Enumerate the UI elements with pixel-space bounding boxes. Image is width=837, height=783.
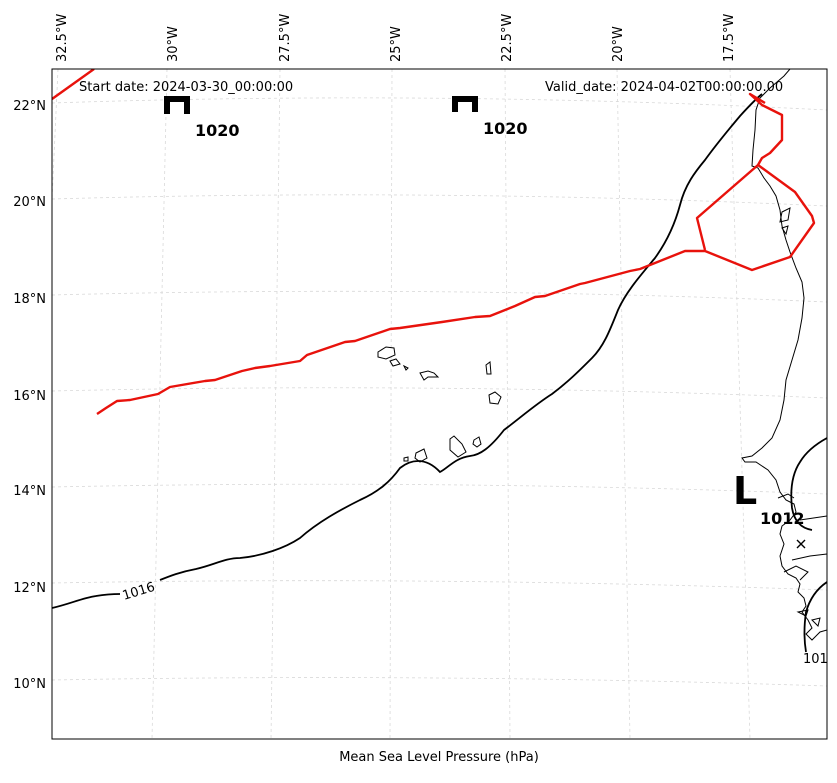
low-pressure-symbol: L <box>733 469 757 513</box>
latitude-axis: 22°N 20°N 18°N 16°N 14°N 12°N 10°N <box>13 99 46 692</box>
pressure-value-3: 1012 <box>760 509 805 528</box>
lat-tick-label: 12°N <box>13 581 46 596</box>
high-pressure-symbol-1 <box>164 96 190 114</box>
graticule <box>52 69 827 739</box>
isobar-1016 <box>52 93 763 609</box>
coastline-banc-arguin <box>779 207 791 236</box>
map-frame <box>51 68 828 740</box>
lon-tick-label: 30°W <box>166 26 181 62</box>
pressure-value-2: 1020 <box>483 119 528 138</box>
lon-tick-label: 25°W <box>389 26 404 62</box>
longitude-axis: 32.5°W 30°W 27.5°W 25°W 22.5°W 20°W 17.5… <box>55 14 737 62</box>
pressure-value-1: 1020 <box>195 121 240 140</box>
border-line <box>799 515 827 521</box>
lon-tick-label: 20°W <box>611 26 626 62</box>
x-axis-label: Mean Sea Level Pressure (hPa) <box>339 750 539 765</box>
lat-tick-label: 18°N <box>13 292 46 307</box>
lon-tick-label: 27.5°W <box>278 14 293 62</box>
lon-tick-label: 22.5°W <box>500 14 515 62</box>
isobar-east <box>790 437 827 531</box>
cape-verde-islands <box>377 346 502 463</box>
lat-tick-label: 10°N <box>13 677 46 692</box>
start-date: Start date: 2024-03-30_00:00:00 <box>79 80 293 95</box>
lat-tick-label: 14°N <box>13 484 46 499</box>
valid-date: Valid_date: 2024-04-02T00:00:00.00 <box>545 80 783 95</box>
storm-track <box>52 69 816 415</box>
lat-tick-label: 20°N <box>13 195 46 210</box>
lon-tick-label: 17.5°W <box>722 14 737 62</box>
coastline-africa <box>741 69 827 641</box>
coastline-coastal-islands <box>796 609 821 627</box>
lat-tick-label: 16°N <box>13 389 46 404</box>
contour-label-101: 101 <box>803 652 828 667</box>
isobar-east-lower <box>803 581 827 653</box>
coastline-guinea-bissau <box>783 565 809 581</box>
border-line <box>791 553 827 561</box>
lon-tick-label: 32.5°W <box>55 14 70 62</box>
map-area <box>52 69 827 739</box>
lat-tick-label: 22°N <box>13 99 46 114</box>
high-pressure-symbol-2 <box>452 96 478 112</box>
center-marker <box>796 539 806 549</box>
